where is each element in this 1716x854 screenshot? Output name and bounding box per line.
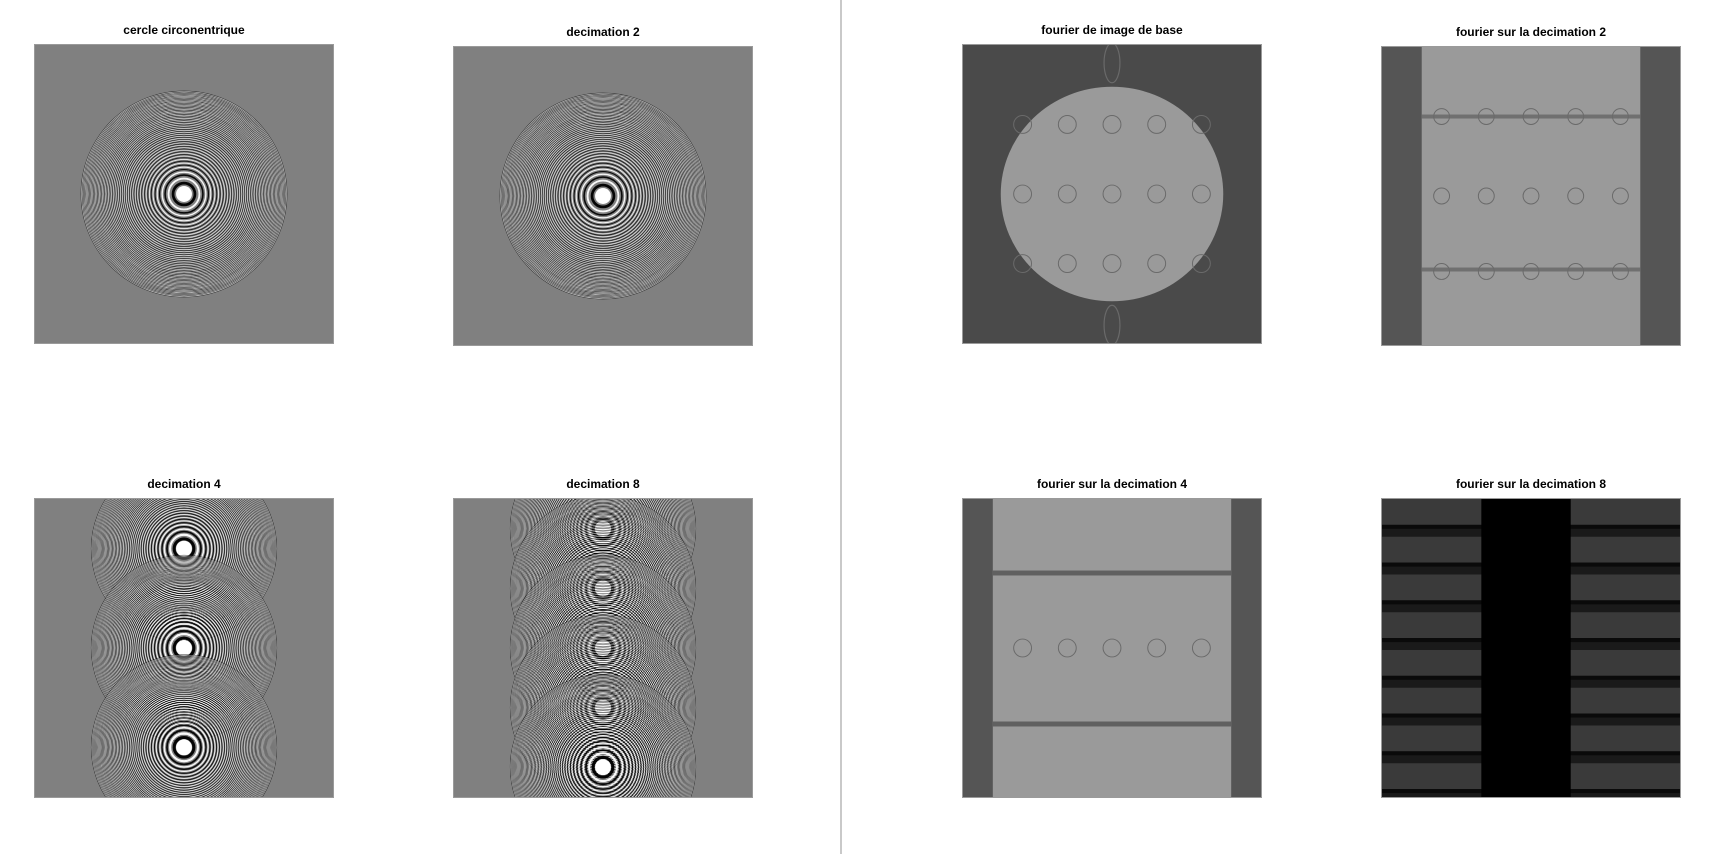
panel-decimation-4: decimation 4 bbox=[34, 474, 334, 798]
panel-title: decimation 8 bbox=[566, 477, 640, 491]
panel-decimation-2: decimation 2 bbox=[453, 22, 753, 346]
window-divider bbox=[840, 0, 842, 854]
panel-title: cercle circonentrique bbox=[123, 23, 245, 37]
panel-title: decimation 2 bbox=[566, 25, 640, 39]
panel-fourier-decimation-4: fourier sur la decimation 4 bbox=[962, 474, 1262, 798]
figure-window-right: fourier de image de base fourier sur la … bbox=[842, 0, 1716, 854]
spectrum-image bbox=[1381, 498, 1681, 798]
panel-title: fourier de image de base bbox=[1041, 23, 1183, 37]
panel-decimation-8: decimation 8 bbox=[453, 474, 753, 798]
panel-original-image: cercle circonentrique bbox=[34, 20, 334, 344]
panel-fourier-decimation-8: fourier sur la decimation 8 bbox=[1381, 474, 1681, 798]
panel-title: fourier sur la decimation 2 bbox=[1455, 25, 1607, 39]
rings-image bbox=[453, 46, 753, 346]
panel-title: decimation 4 bbox=[147, 477, 221, 491]
rings-image bbox=[453, 498, 753, 798]
spectrum-image bbox=[962, 44, 1262, 344]
panel-fourier-decimation-2: fourier sur la decimation 2 bbox=[1381, 22, 1681, 346]
spectrum-image bbox=[1381, 46, 1681, 346]
panel-title: fourier sur la decimation 8 bbox=[1455, 477, 1607, 491]
panel-title: fourier sur la decimation 4 bbox=[1036, 477, 1188, 491]
spectrum-image bbox=[962, 498, 1262, 798]
figure-window-left: cercle circonentrique decimation 2 decim… bbox=[0, 0, 840, 854]
rings-image bbox=[34, 44, 334, 344]
rings-image bbox=[34, 498, 334, 798]
panel-fourier-original: fourier de image de base bbox=[962, 20, 1262, 344]
